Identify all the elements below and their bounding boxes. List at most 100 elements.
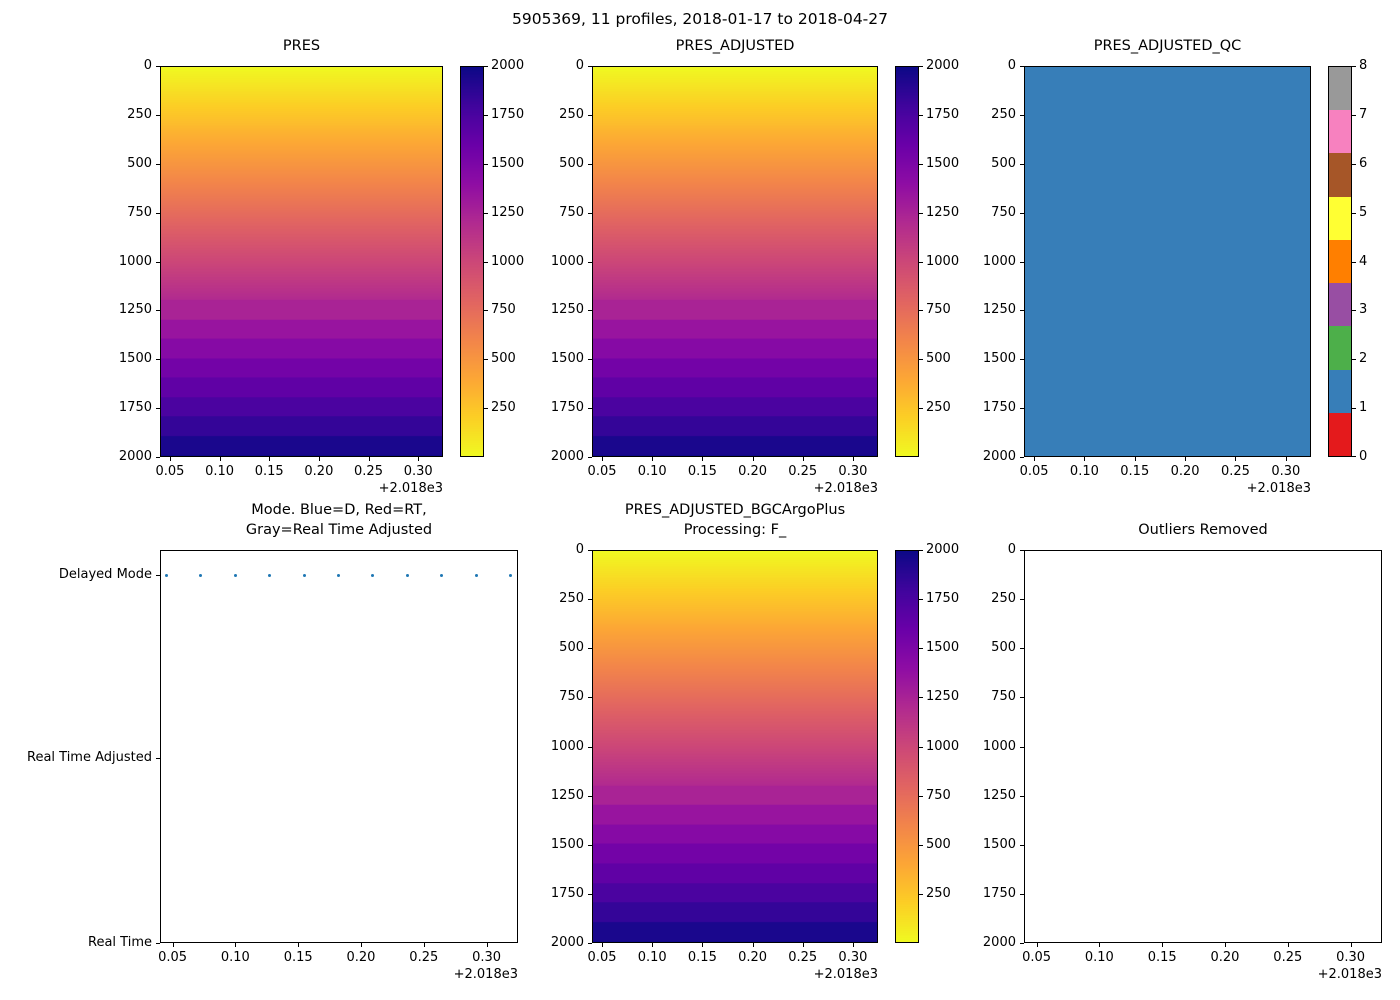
pres-adjusted-y-tick [588,114,592,116]
pres-adjusted-bgc-y-tick [588,844,592,846]
outliers-removed-y-tick [1020,648,1024,650]
outliers-removed-plot-area [1024,550,1382,943]
outliers-removed-y-tick [1020,599,1024,601]
pres-cb-tick-label: 750 [491,302,516,318]
pres-adjusted-qc-cb-tick-label: 1 [1359,400,1368,416]
pres-adjusted-qc-y-tick-label: 1500 [982,351,1016,367]
pres-adjusted-cb-tick-label: 250 [926,400,951,416]
pres-adjusted-qc-x-tick-label: 0.30 [1271,464,1301,479]
pres-adjusted-x-tick-label: 0.20 [738,464,768,479]
outliers-removed-y-tick [1020,550,1024,551]
outliers-removed-x-tick [1287,943,1289,947]
pres-adjusted-y-tick-label: 2000 [550,449,584,464]
outliers-removed-x-tick [1036,943,1038,947]
pres-adjusted-cb-tick [919,359,923,361]
pres-adjusted-y-tick [588,408,592,410]
pres-adjusted-bgc-y-tick [588,697,592,699]
pres-adjusted-y-tick-label: 1000 [550,253,584,269]
profile-mode-dot [164,573,168,577]
pres-y-tick [156,408,160,410]
pres-adjusted-cb-tick-label: 1750 [926,106,960,122]
pres-x-tick [169,457,171,461]
pres-x-offset-label: +2.018e3 [378,481,443,496]
outliers-removed-title: Outliers Removed [1138,522,1268,538]
outliers-removed-y-tick [1020,893,1024,895]
pres-adjusted-bgc-y-tick-label: 500 [559,640,584,656]
pres-cb-tick-label: 500 [491,351,516,367]
qc-colorbar-segment-6 [1329,153,1351,197]
pres-adjusted-qc-y-tick-label: 750 [991,204,1016,220]
pres-adjusted-x-tick [602,457,604,461]
outliers-removed-y-tick [1020,795,1024,797]
pres-adjusted-qc-cb-tick-label: 3 [1359,302,1368,318]
pres-adjusted-y-tick [588,261,592,263]
pres-adjusted-bgc-cb-tick [919,599,923,601]
outliers-removed-x-tick [1350,943,1352,947]
pres-y-tick-label: 1500 [118,351,152,367]
mode-x-tick [172,943,174,947]
figure-title: 5905369, 11 profiles, 2018-01-17 to 2018… [512,10,888,28]
pres-adjusted-cb-tick-label: 1500 [926,155,960,171]
pres-plot-area [160,66,443,457]
pres-adjusted-bgc-x-tick [702,943,704,947]
pres-y-tick-label: 750 [127,204,152,220]
pres-y-tick-label: 250 [127,106,152,122]
pres-adjusted-qc-x-tick-label: 0.20 [1170,464,1200,479]
mode-x-tick-label: 0.30 [472,950,502,965]
pres-adjusted-qc-y-tick [1020,457,1024,458]
pres-adjusted-qc-cb-tick [1352,359,1356,361]
profile-mode-dot [508,573,512,577]
pres-y-tick [156,261,160,263]
pres-adjusted-bgc-y-tick [588,648,592,650]
outliers-removed-x-tick [1162,943,1164,947]
mode-x-tick-label: 0.10 [220,950,250,965]
pres-adjusted-qc-y-tick-label: 1000 [982,253,1016,269]
pres-adjusted-bgc-cb-tick-label: 1250 [926,689,960,705]
pres-cb-tick [484,408,488,410]
pres-adjusted-bgc-cb-tick-label: 750 [926,787,951,803]
pres-y-tick [156,114,160,116]
pres-adjusted-y-tick [588,212,592,214]
pres-x-tick-label: 0.10 [205,464,235,479]
outliers-removed-y-tick-label: 750 [991,689,1016,705]
pres-cb-tick-label: 1750 [491,106,525,122]
outliers-removed-y-tick-label: 0 [1007,542,1016,557]
pres-adjusted-qc-cb-tick [1352,310,1356,312]
pres-adjusted-bgc-x-tick [752,943,754,947]
qc-colorbar-segment-2 [1329,326,1351,370]
qc-colorbar-segment-1 [1329,369,1351,413]
pres-x-tick-label: 0.15 [254,464,284,479]
pres-adjusted-cb-tick-label: 1000 [926,253,960,269]
pres-adjusted-qc-y-tick-label: 0 [1007,58,1016,73]
pres-adjusted-qc-x-tick [1235,457,1237,461]
pres-adjusted-bgc-cb-tick [919,648,923,650]
pres-cb-tick-label: 1500 [491,155,525,171]
pres-cb-tick [484,163,488,165]
pres-adjusted-bgc-cb-tick-label: 2000 [926,542,960,557]
pres-adjusted-qc-colorbar [1328,66,1352,457]
pres-cb-tick-label: 1000 [491,253,525,269]
pres-adjusted-bgc-colorbar [895,550,919,943]
pres-adjusted-qc-y-tick-label: 500 [991,155,1016,171]
pres-adjusted-bgc-y-tick-label: 1750 [550,885,584,901]
pres-adjusted-bgc-y-tick [588,599,592,601]
pres-adjusted-qc-x-tick-label: 0.25 [1220,464,1250,479]
pres-adjusted-y-tick-label: 0 [575,58,584,73]
pres-adjusted-qc-cb-tick-label: 6 [1359,155,1368,171]
pres-adjusted-qc-title: PRES_ADJUSTED_QC [1093,38,1242,54]
pres-heatmap [161,67,442,456]
pres-adjusted-cb-tick [919,408,923,410]
outliers-removed-y-tick [1020,697,1024,699]
pres-adjusted-bgc-x-tick [802,943,804,947]
pres-adjusted-qc-x-tick-label: 0.10 [1069,464,1099,479]
outliers-removed-y-tick-label: 1250 [982,787,1016,803]
pres-adjusted-qc-plot-area [1024,66,1311,457]
outliers-removed-x-tick [1224,943,1226,947]
pres-adjusted-bgc-x-tick-label: 0.15 [687,950,717,965]
outliers-removed-y-tick-label: 500 [991,640,1016,656]
pres-x-tick-label: 0.30 [403,464,433,479]
pres-adjusted-y-tick [588,310,592,312]
outliers-removed-y-tick [1020,943,1024,944]
pres-adjusted-x-tick-label: 0.05 [587,464,617,479]
